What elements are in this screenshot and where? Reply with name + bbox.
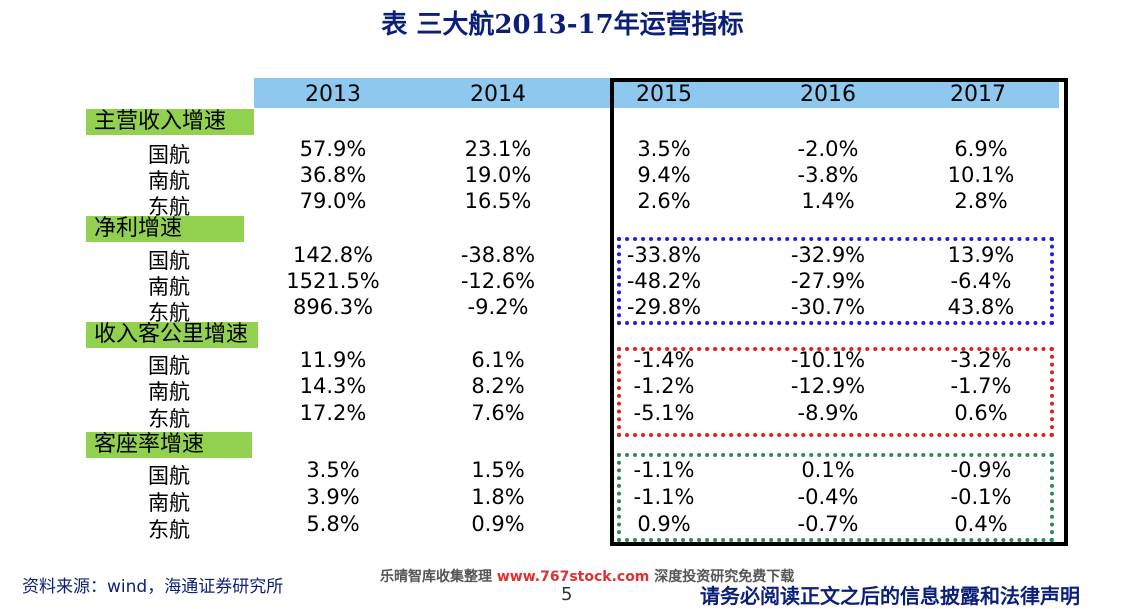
table-cell: 0.9% <box>637 512 691 536</box>
table-cell: 11.9% <box>299 348 367 372</box>
table-cell: -9.2% <box>467 295 529 319</box>
year-header-2017: 2017 <box>950 82 1006 107</box>
table-cell: 9.4% <box>637 163 691 187</box>
table-cell: -0.7% <box>797 512 859 536</box>
table-cell: 896.3% <box>292 295 374 319</box>
page-title: 表 三大航2013-17年运营指标 <box>381 10 744 40</box>
table-cell: -3.2% <box>950 348 1012 372</box>
table-cell: -2.0% <box>797 137 859 161</box>
highlight-box-2015-2017 <box>610 78 1068 546</box>
row-label: 南航 <box>148 491 190 515</box>
table-cell: 1.4% <box>801 189 855 213</box>
table-cell: -32.9% <box>790 243 866 267</box>
row-label: 国航 <box>148 464 190 488</box>
row-label: 国航 <box>148 354 190 378</box>
row-label: 东航 <box>148 518 190 542</box>
table-cell: -1.7% <box>950 374 1012 398</box>
table-cell: 16.5% <box>464 189 532 213</box>
table-cell: -29.8% <box>626 295 702 319</box>
year-header-2013: 2013 <box>305 82 361 107</box>
table-cell: -38.8% <box>460 243 536 267</box>
source-note: 资料来源：wind，海通证券研究所 <box>22 577 284 597</box>
section-label: 客座率增速 <box>86 432 252 458</box>
row-label: 国航 <box>148 249 190 273</box>
table-cell: 8.2% <box>471 374 525 398</box>
table-cell: 6.1% <box>471 348 525 372</box>
table-cell: 23.1% <box>464 137 532 161</box>
table-cell: 79.0% <box>299 189 367 213</box>
table-cell: -48.2% <box>626 269 702 293</box>
table-cell: -12.6% <box>460 269 536 293</box>
row-label: 国航 <box>148 143 190 167</box>
table-cell: 3.5% <box>306 458 360 482</box>
table-cell: 6.9% <box>954 137 1008 161</box>
year-header-2016: 2016 <box>800 82 856 107</box>
table-cell: 2.6% <box>637 189 691 213</box>
table-cell: 1.5% <box>471 458 525 482</box>
table-cell: -0.4% <box>797 485 859 509</box>
highlight-box-load-factor <box>617 453 1054 542</box>
page-number: 5 <box>561 584 573 605</box>
table-cell: 36.8% <box>299 163 367 187</box>
table-cell: 1.8% <box>471 485 525 509</box>
row-label: 东航 <box>148 407 190 431</box>
table-cell: -8.9% <box>797 401 859 425</box>
table-cell: 0.1% <box>801 458 855 482</box>
table-cell: -1.1% <box>633 458 695 482</box>
row-label: 南航 <box>148 275 190 299</box>
table-cell: 0.4% <box>954 512 1008 536</box>
table-cell: -33.8% <box>626 243 702 267</box>
watermark-url: www.767stock.com <box>496 569 650 585</box>
table-cell: 0.9% <box>471 512 525 536</box>
table-cell: 142.8% <box>292 243 374 267</box>
table-cell: 1521.5% <box>286 269 380 293</box>
table-cell: 3.5% <box>637 137 691 161</box>
table-cell: -10.1% <box>790 348 866 372</box>
section-label: 主营收入增速 <box>86 109 254 135</box>
row-label: 南航 <box>148 380 190 404</box>
table-cell: 5.8% <box>306 512 360 536</box>
table-cell: -5.1% <box>633 401 695 425</box>
highlight-box-net-profit <box>617 237 1054 325</box>
section-label: 收入客公里增速 <box>86 322 258 348</box>
table-cell: -0.1% <box>950 485 1012 509</box>
highlight-box-rpk <box>617 347 1054 437</box>
table-cell: 19.0% <box>464 163 532 187</box>
table-cell: 57.9% <box>299 137 367 161</box>
table-cell: 7.6% <box>471 401 525 425</box>
table-cell: 14.3% <box>299 374 367 398</box>
disclaimer: 请务必阅读正文之后的信息披露和法律声明 <box>700 584 1080 608</box>
row-label: 东航 <box>148 195 190 219</box>
table-cell: -1.4% <box>633 348 695 372</box>
table-cell: -6.4% <box>950 269 1012 293</box>
table-cell: -12.9% <box>790 374 866 398</box>
section-label: 净利增速 <box>86 216 244 242</box>
table-cell: -30.7% <box>790 295 866 319</box>
table-cell: 43.8% <box>947 295 1015 319</box>
row-label: 东航 <box>148 301 190 325</box>
table-cell: 10.1% <box>947 163 1015 187</box>
watermark: 乐晴智库收集整理 www.767stock.com 深度投资研究免费下载 <box>380 569 795 585</box>
year-header-2015: 2015 <box>636 82 692 107</box>
row-label: 南航 <box>148 169 190 193</box>
table-cell: -1.1% <box>633 485 695 509</box>
year-header-band <box>254 78 1059 108</box>
table-cell: 13.9% <box>947 243 1015 267</box>
table-cell: 17.2% <box>299 401 367 425</box>
table-cell: -27.9% <box>790 269 866 293</box>
table-cell: -0.9% <box>950 458 1012 482</box>
table-cell: 3.9% <box>306 485 360 509</box>
table-cell: 2.8% <box>954 189 1008 213</box>
table-cell: -3.8% <box>797 163 859 187</box>
year-header-2014: 2014 <box>470 82 526 107</box>
table-cell: 0.6% <box>954 401 1008 425</box>
table-cell: -1.2% <box>633 374 695 398</box>
